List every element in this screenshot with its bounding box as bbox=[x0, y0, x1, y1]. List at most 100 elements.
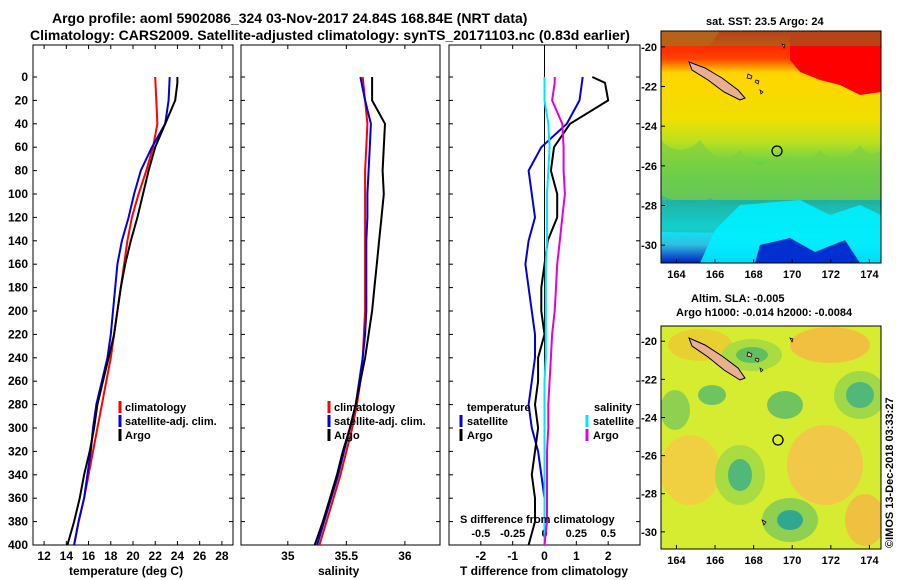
map-lon-label: 170 bbox=[783, 555, 801, 567]
argo-position-marker bbox=[772, 434, 784, 446]
map-lon-label: 164 bbox=[667, 555, 686, 567]
depth-tick-label: 180 bbox=[8, 281, 28, 295]
map-lat-label: -26 bbox=[641, 451, 657, 463]
x-tick-label: 26 bbox=[193, 549, 207, 563]
map-lon-label: 168 bbox=[744, 269, 762, 281]
depth-tick-label: 340 bbox=[8, 468, 28, 482]
series-line-satellite-adj-clim- bbox=[73, 76, 171, 545]
sla-map-frame bbox=[660, 325, 882, 550]
map-lon-label: 172 bbox=[822, 555, 840, 567]
legend-argo: Argo bbox=[125, 430, 151, 442]
difference-legend: temperature salinity satellite Argo sate… bbox=[459, 402, 634, 442]
depth-tick-label: 400 bbox=[8, 538, 28, 552]
x-tick-label: 35.5 bbox=[335, 549, 359, 563]
x-tick-label: 2 bbox=[605, 549, 612, 563]
depth-tick-label: 240 bbox=[8, 351, 28, 365]
depth-tick-label: 380 bbox=[8, 515, 28, 529]
x-tick-label: 16 bbox=[82, 549, 96, 563]
map-lon-label: 172 bbox=[822, 269, 840, 281]
x-tick-label: 1 bbox=[573, 549, 580, 563]
sla-map bbox=[661, 326, 881, 549]
depth-tick-label: 300 bbox=[8, 421, 28, 435]
sst-map-frame bbox=[660, 30, 882, 264]
x-tick-label: 35 bbox=[281, 549, 295, 563]
sst-map bbox=[661, 31, 881, 263]
series-line-salinity-argo bbox=[543, 77, 566, 545]
x-tick-label: 36 bbox=[398, 549, 412, 563]
s-diff-tick-label: -0.5 bbox=[471, 528, 490, 540]
salinity-axis-label: salinity bbox=[318, 564, 360, 578]
map-lat-label: -20 bbox=[641, 42, 657, 54]
sla-map-axes: 164 166 168 170 172 174 -20 -22 -24 -26 -28 -30 bbox=[641, 336, 879, 567]
x-tick-label: 28 bbox=[215, 549, 229, 563]
map-lon-label: 174 bbox=[860, 555, 879, 567]
depth-tick-label: 120 bbox=[8, 210, 28, 224]
legend-salinity-heading: salinity bbox=[594, 402, 633, 414]
series-line-climatology bbox=[318, 76, 369, 545]
difference-lines bbox=[524, 45, 610, 545]
salinity-legend: climatology satellite-adj. clim. Argo bbox=[327, 401, 426, 442]
depth-tick-label: 0 bbox=[21, 70, 28, 84]
depth-tick-label: 320 bbox=[8, 444, 28, 458]
depth-tick-label: 20 bbox=[15, 93, 29, 107]
depth-tick-label: 260 bbox=[8, 374, 28, 388]
depth-tick-label: 200 bbox=[8, 304, 28, 318]
depth-tick-label: 100 bbox=[8, 187, 28, 201]
map-lon-label: 174 bbox=[860, 269, 879, 281]
temperature-legend: climatology satellite-adj. clim. Argo bbox=[118, 401, 217, 442]
argo-position-marker bbox=[771, 145, 783, 157]
legend-climatology: climatology bbox=[334, 402, 396, 414]
map-lon-label: 170 bbox=[783, 269, 801, 281]
s-difference-axis-label: S difference from climatology bbox=[460, 514, 616, 526]
salinity-x-axis: 35 35.5 36 bbox=[281, 45, 412, 563]
series-line-argo bbox=[66, 77, 179, 545]
legend-t-argo: Argo bbox=[467, 430, 493, 442]
sla-map-title: Altim. SLA: -0.005 bbox=[691, 293, 785, 305]
legend-temperature-heading: temperature bbox=[467, 402, 531, 414]
depth-tick-label: 60 bbox=[15, 140, 29, 154]
temperature-lines bbox=[66, 76, 179, 545]
sla-map-subtitle: Argo h1000: -0.014 h2000: -0.0084 bbox=[676, 307, 853, 319]
s-diff-tick-label: 0.5 bbox=[601, 528, 616, 540]
series-line-salinity-satellite bbox=[543, 77, 551, 545]
temperature-x-axis: 12 14 16 18 20 22 24 26 28 bbox=[37, 45, 229, 563]
map-lat-label: -30 bbox=[641, 527, 657, 539]
t-difference-x-axis: -2 -1 0 1 2 bbox=[475, 45, 612, 563]
legend-climatology: climatology bbox=[125, 402, 187, 414]
sst-map-title: sat. SST: 23.5 Argo: 24 bbox=[706, 16, 824, 28]
depth-tick-label: 40 bbox=[15, 117, 29, 131]
salinity-lines bbox=[313, 76, 386, 545]
series-line-satellite-adj-clim- bbox=[316, 76, 372, 545]
imos-credit: ©IMOS 13-Dec-2018 03:33:27 bbox=[884, 397, 896, 548]
x-tick-label: 22 bbox=[149, 549, 163, 563]
map-lon-label: 164 bbox=[667, 269, 686, 281]
depth-axis: 0 20 40 60 80 100 120 140 160 180 200 220 240 260 280 3… bbox=[8, 70, 640, 552]
legend-argo: Argo bbox=[334, 430, 360, 442]
x-tick-label: 24 bbox=[171, 549, 185, 563]
map-lat-label: -20 bbox=[641, 336, 657, 348]
legend-s-argo: Argo bbox=[593, 430, 619, 442]
map-lat-label: -28 bbox=[641, 200, 657, 212]
s-diff-tick-label: 0.25 bbox=[566, 528, 587, 540]
figure-title-line1: Argo profile: aoml 5902086_324 03-Nov-20… bbox=[52, 10, 528, 26]
depth-tick-label: 360 bbox=[8, 491, 28, 505]
temperature-panel bbox=[32, 44, 234, 546]
map-lon-label: 166 bbox=[706, 269, 724, 281]
depth-tick-label: 80 bbox=[15, 164, 29, 178]
x-tick-label: -2 bbox=[475, 549, 486, 563]
map-lat-label: -26 bbox=[641, 161, 657, 173]
x-tick-label: -1 bbox=[507, 549, 518, 563]
map-lat-label: -24 bbox=[641, 121, 658, 133]
x-tick-label: 18 bbox=[104, 549, 118, 563]
map-lon-label: 168 bbox=[744, 555, 762, 567]
legend-s-satellite: satellite bbox=[593, 416, 634, 428]
x-tick-label: 0 bbox=[541, 549, 548, 563]
figure-title-line2: Climatology: CARS2009. Satellite-adjuste… bbox=[30, 27, 630, 43]
map-lat-label: -22 bbox=[641, 374, 657, 386]
depth-tick-label: 160 bbox=[8, 257, 28, 271]
depth-tick-label: 220 bbox=[8, 327, 28, 341]
series-line-temperature-satellite bbox=[524, 76, 584, 545]
x-tick-label: 14 bbox=[60, 549, 74, 563]
map-lat-label: -22 bbox=[641, 82, 657, 94]
